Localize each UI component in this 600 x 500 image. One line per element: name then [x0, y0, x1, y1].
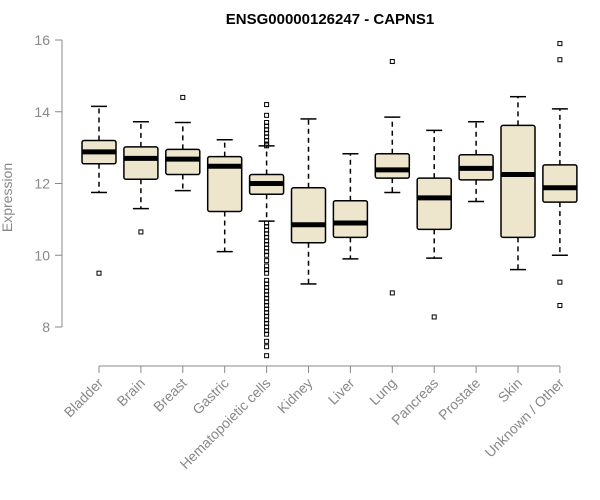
x-tick-label: Brain: [114, 375, 148, 409]
iqr-box: [165, 148, 201, 176]
outlier-point: [557, 302, 563, 308]
box-group: [416, 129, 452, 320]
outlier-point: [264, 258, 270, 264]
x-tick-label: Lung: [366, 375, 399, 408]
x-tick-label: Pancreas: [388, 375, 441, 428]
box-group: [165, 94, 201, 192]
outlier-point: [264, 344, 270, 350]
outlier-point: [264, 112, 270, 118]
iqr-box: [332, 199, 369, 239]
y-axis: 8 10 12 14 16: [34, 32, 63, 335]
outlier-point: [557, 279, 563, 285]
x-tick-label: Kidney: [274, 375, 316, 417]
iqr-box: [290, 187, 327, 244]
x-tick-label: Skin: [495, 375, 526, 406]
outlier-point: [389, 59, 395, 65]
iqr-box: [206, 155, 243, 213]
box-group: [290, 118, 327, 285]
box-group: [206, 138, 243, 253]
plot-area: [81, 41, 578, 359]
y-axis-label: Expression: [0, 163, 15, 232]
outlier-point: [557, 41, 563, 47]
outlier-point: [138, 229, 144, 235]
y-tick-label: 10: [34, 247, 50, 263]
y-tick-label: 8: [42, 319, 50, 335]
iqr-box: [416, 177, 452, 231]
box-group: [332, 152, 369, 260]
outlier-point: [264, 252, 270, 258]
iqr-box: [500, 124, 536, 239]
x-tick-label: Prostate: [435, 375, 483, 423]
chart-title: ENSG00000126247 - CAPNS1: [226, 11, 434, 28]
iqr-box: [123, 146, 159, 180]
outlier-point: [264, 338, 270, 344]
x-tick-label: Liver: [325, 375, 358, 408]
box-group: [123, 121, 159, 235]
box-group: [542, 41, 578, 308]
outlier-point: [389, 290, 395, 296]
box-group: [458, 121, 494, 203]
box-group: [500, 95, 536, 271]
x-tick-label: Bladder: [61, 375, 107, 421]
iqr-box: [542, 164, 578, 203]
outlier-point: [96, 270, 102, 276]
box-group: [248, 102, 285, 359]
outlier-point: [264, 353, 270, 359]
y-tick-label: 16: [34, 32, 50, 48]
outlier-point: [264, 143, 270, 149]
outlier-point: [264, 270, 270, 276]
outlier-point: [264, 331, 270, 337]
outlier-point: [180, 94, 186, 100]
box-group: [81, 105, 117, 276]
x-tick-label: Unknown / Other: [481, 375, 567, 461]
y-tick-label: 14: [34, 104, 50, 120]
outlier-point: [431, 314, 437, 320]
outlier-point: [264, 102, 270, 108]
y-tick-label: 12: [34, 176, 50, 192]
x-tick-label: Breast: [150, 375, 190, 415]
iqr-box: [374, 152, 411, 179]
box-group: [374, 59, 411, 296]
outlier-point: [557, 57, 563, 63]
